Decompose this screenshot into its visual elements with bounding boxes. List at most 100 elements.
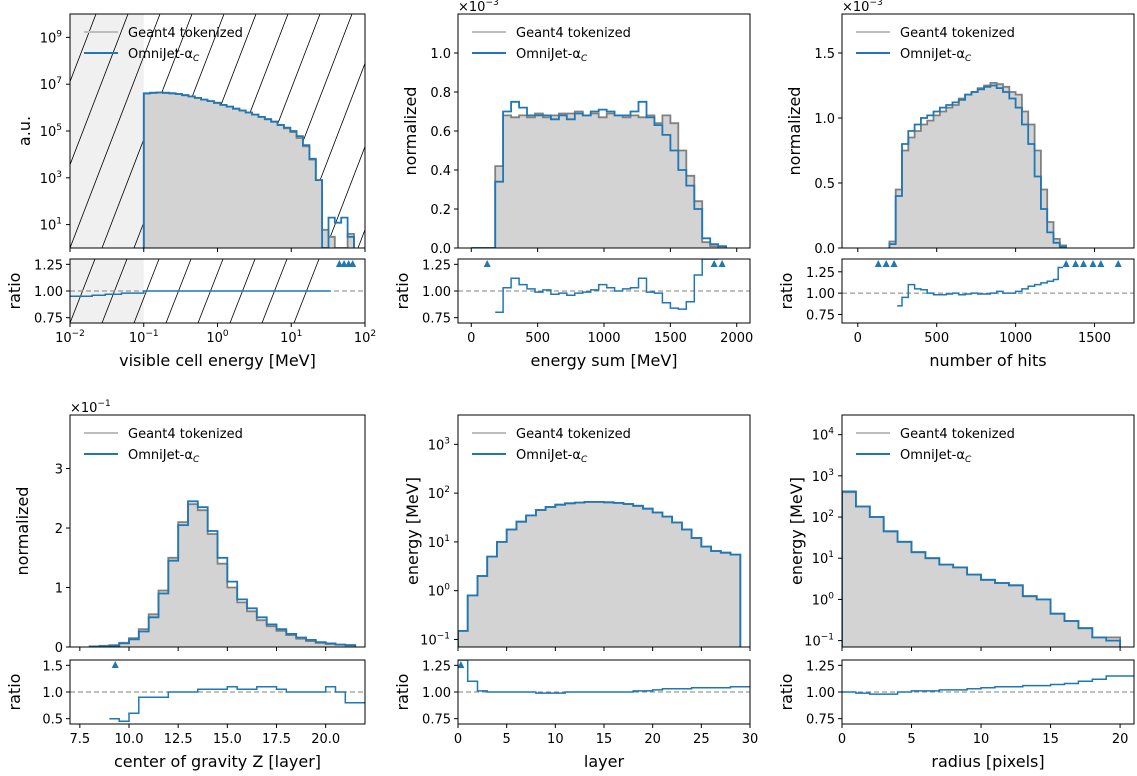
y-tick-label: 0.6 [430, 125, 451, 140]
x-tick-label: 0 [454, 732, 462, 747]
model-hist-line [471, 100, 727, 248]
x-tick-label: 10 [547, 732, 564, 747]
ratio-y-tick-label: 1.00 [34, 285, 63, 300]
ratio-y-tick-label: 1.25 [422, 258, 451, 273]
ratio-overflow-marker [718, 260, 726, 267]
legend-label-reference: Geant4 tokenized [128, 427, 243, 442]
y-axis-label: normalized [13, 487, 32, 576]
y-tick-label: 103 [812, 468, 834, 485]
y-tick-label: 101 [812, 550, 834, 567]
axis-multiplier: ×10−1 [70, 399, 111, 416]
reference-hist-line [88, 503, 357, 647]
x-tick-label: 1500 [654, 331, 687, 346]
ratio-overflow-marker [483, 260, 491, 267]
ratio-y-tick-label: 0.5 [42, 713, 63, 728]
x-axis-label: energy sum [MeV] [530, 351, 677, 370]
x-tick-label: 25 [693, 732, 710, 747]
x-axis-label: visible cell energy [MeV] [119, 351, 316, 370]
x-tick-label: 0 [467, 331, 475, 346]
legend-label-model: OmniJet-αC [516, 448, 588, 465]
ratio-frame [841, 258, 1135, 324]
y-tick-label: 102 [428, 485, 450, 502]
y-tick-label: 101 [428, 534, 450, 551]
reference-hist-fill [458, 501, 741, 647]
reference-hist-fill [143, 92, 354, 248]
ratio-y-tick-label: 1.25 [34, 258, 63, 273]
ratio-line [70, 290, 331, 298]
y-tick-label: 0.0 [814, 242, 835, 257]
panel-cog_z: 0 1 2 3 ×10−1 normalized Geant4 tokenized OmniJ… [5, 399, 366, 771]
y-tick-label: 100 [428, 583, 451, 600]
x-tick-label: 5 [907, 732, 915, 747]
ratio-y-tick-label: 0.75 [422, 312, 451, 327]
y-tick-label: 103 [428, 436, 450, 453]
panel-cell_energy: 101 103 105 107 109 a.u. Geant4 tokenized OmniJ… [5, 13, 376, 370]
x-axis-label: radius [pixels] [931, 752, 1044, 771]
ratio-overflow-marker [1072, 260, 1080, 267]
x-tick-label: 30 [742, 732, 759, 747]
model-hist-line [842, 490, 1121, 647]
legend-label-reference: Geant4 tokenized [128, 26, 243, 41]
x-tick-label: 20.0 [311, 732, 340, 747]
ratio-overflow-marker [710, 260, 718, 267]
ratio-overflow-marker [874, 260, 882, 267]
x-tick-label: 1000 [587, 331, 620, 346]
x-tick-label: 1000 [999, 331, 1032, 346]
y-tick-label: 2 [55, 522, 63, 537]
y-tick-label: 105 [40, 123, 62, 140]
x-tick-label: 20 [1112, 732, 1129, 747]
x-tick-label: 500 [924, 331, 949, 346]
x-tick-label: 15.0 [213, 732, 242, 747]
ratio-y-tick-label: 1.5 [42, 659, 63, 674]
x-tick-label: 12.5 [164, 732, 193, 747]
legend-label-model: OmniJet-αC [128, 448, 200, 465]
legend-label-model: OmniJet-αC [516, 47, 588, 64]
legend-label-reference: Geant4 tokenized [516, 26, 631, 41]
plot-frame [69, 414, 366, 648]
x-tick-label: 0 [838, 732, 846, 747]
x-axis-label: layer [584, 752, 625, 771]
y-tick-label: 1.0 [430, 47, 451, 62]
x-tick-label: 20 [644, 732, 661, 747]
y-axis-label: energy [MeV] [403, 477, 422, 585]
reference-hist-line [471, 110, 727, 248]
y-tick-label: 0.2 [430, 203, 451, 218]
legend-label-model: OmniJet-αC [900, 448, 972, 465]
y-tick-label: 103 [40, 170, 62, 187]
y-tick-label: 1 [55, 582, 63, 597]
ratio-y-tick-label: 1.25 [806, 659, 835, 674]
model-hist-line [888, 84, 1067, 248]
x-tick-label: 15 [596, 732, 613, 747]
panel-num_hits: 0.0 0.5 1.0 1.5 ×10−3 normalized Geant4 tokeni… [777, 0, 1135, 370]
ratio-overflow-marker [349, 260, 357, 267]
reference-hist-fill [889, 82, 1067, 248]
ratio-y-tick-label: 1.25 [422, 659, 451, 674]
model-hist-line [458, 501, 742, 647]
legend-label-reference: Geant4 tokenized [900, 26, 1015, 41]
y-axis-label: normalized [401, 87, 420, 176]
x-tick-label: 500 [525, 331, 550, 346]
legend-label-reference: Geant4 tokenized [516, 427, 631, 442]
ratio-axis-label: ratio [777, 674, 796, 711]
x-tick-label: 7.5 [69, 732, 90, 747]
y-tick-label: 109 [40, 29, 63, 46]
y-tick-label: 1.0 [814, 112, 835, 127]
panel-energy_sum: 0.0 0.2 0.4 0.6 0.8 1.0 ×10−3 normalized Geant4 … [393, 0, 753, 370]
ratio-axis-label: ratio [393, 273, 412, 310]
legend-label-reference: Geant4 tokenized [900, 427, 1015, 442]
ratio-overflow-marker [111, 661, 119, 668]
y-tick-label: 100 [812, 591, 835, 608]
ratio-overflow-marker [457, 661, 465, 668]
ratio-axis-label: ratio [777, 273, 796, 310]
y-tick-label: 101 [40, 217, 62, 234]
ratio-y-tick-label: 1.25 [806, 266, 835, 281]
y-tick-label: 104 [812, 427, 835, 444]
x-tick-label: 15 [1042, 732, 1059, 747]
legend-label-model: OmniJet-αC [900, 47, 972, 64]
ratio-line [842, 675, 1134, 695]
ratio-overflow-marker [882, 260, 890, 267]
y-tick-label: 0.4 [430, 164, 451, 179]
reference-hist-fill [89, 504, 356, 647]
